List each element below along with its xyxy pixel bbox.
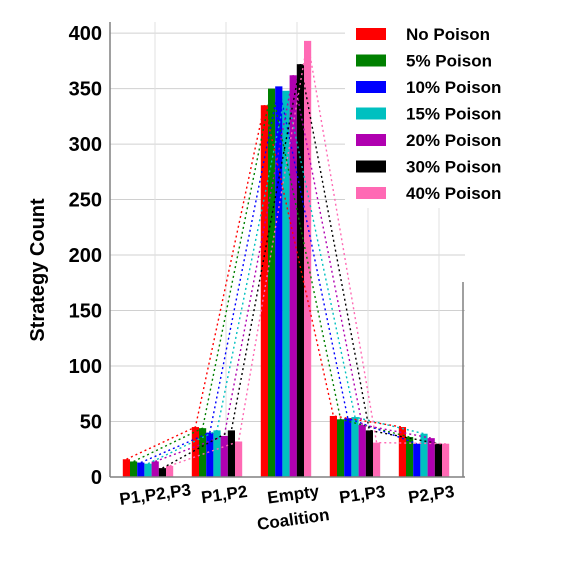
bar-4-3: [358, 424, 366, 477]
bar-1-4: [406, 437, 414, 477]
bar-5-2: [296, 64, 304, 478]
series-line-6: [169, 40, 446, 467]
x-tick-label: P2,P3: [407, 482, 456, 507]
y-tick-label: 100: [69, 356, 102, 378]
y-tick-label: 400: [69, 23, 102, 45]
bar-3-4: [420, 433, 428, 477]
bar-4-1: [220, 435, 228, 477]
legend-label: 40% Poison: [406, 184, 501, 203]
bar-4-0: [151, 461, 159, 477]
y-axis-title: Strategy Count: [27, 198, 49, 342]
y-tick-label: 200: [69, 245, 102, 267]
bar-5-4: [434, 443, 442, 477]
bar-6-4: [442, 443, 450, 477]
bar-2-2: [275, 86, 283, 478]
legend: No Poison 5% Poison 10% Poison 15% Poison 20…: [345, 20, 520, 208]
x-tick-label: Empty: [266, 481, 321, 507]
legend-label: No Poison: [406, 25, 490, 44]
series-line-5: [162, 64, 439, 469]
legend-swatch: [356, 107, 386, 120]
legend-swatch: [356, 134, 386, 146]
bar-4-4: [427, 438, 435, 477]
bar-1-0: [130, 461, 138, 477]
bar-1-3: [337, 419, 345, 477]
legend-label: 5% Poison: [406, 52, 492, 71]
bar-0-1: [191, 427, 199, 477]
bar-3-1: [213, 430, 221, 477]
legend-swatch: [356, 54, 386, 67]
series-line-4: [154, 75, 432, 463]
bar-5-3: [365, 430, 373, 477]
y-tick-label: 300: [69, 134, 102, 156]
axes: 0 50 100 150 200 250 300 350 400 P1,P2,P3 P1,P2 Emp…: [69, 22, 465, 534]
bar-6-3: [373, 442, 381, 477]
bar-2-3: [344, 418, 352, 477]
x-tick-label: Coalition: [256, 505, 331, 534]
legend-swatch: [356, 28, 386, 40]
series-line-1: [133, 88, 410, 463]
series-line-3: [147, 90, 425, 465]
bar-6-2: [304, 40, 312, 478]
legend-swatch: [356, 160, 386, 173]
legend-label: 15% Poison: [406, 105, 501, 124]
legend-swatch: [356, 81, 386, 93]
bar-3-2: [282, 90, 290, 478]
series-line-0: [126, 105, 403, 460]
bar-4-2: [289, 75, 297, 477]
y-tick-label: 0: [91, 467, 102, 489]
bar-1-2: [268, 88, 276, 478]
bar-0-0: [122, 459, 130, 477]
x-tick-label: P1,P2,P3: [118, 480, 192, 509]
legend-swatch: [356, 187, 386, 199]
bar-1-1: [199, 428, 207, 477]
y-tick-label: 150: [69, 301, 102, 323]
bar-2-1: [206, 432, 214, 477]
legend-label: 30% Poison: [406, 158, 501, 177]
bar-5-0: [158, 468, 166, 477]
bar-2-4: [413, 443, 421, 477]
x-tick-label: P1,P2: [200, 482, 249, 507]
legend-label: 10% Poison: [406, 78, 501, 97]
y-tick-label: 50: [80, 412, 102, 434]
trend-lines: [126, 40, 446, 469]
bar-6-0: [166, 465, 174, 477]
bar-3-3: [351, 417, 359, 477]
y-tick-label: 350: [69, 79, 102, 101]
x-tick-label: P1,P3: [338, 482, 387, 507]
legend-label: 20% Poison: [406, 131, 501, 150]
bar-6-1: [235, 441, 243, 477]
bar-0-4: [398, 427, 406, 477]
bar-5-1: [227, 430, 235, 477]
bar-2-0: [137, 462, 145, 477]
y-tick-label: 250: [69, 190, 102, 212]
bar-3-0: [144, 463, 152, 477]
bar-0-3: [329, 415, 337, 477]
